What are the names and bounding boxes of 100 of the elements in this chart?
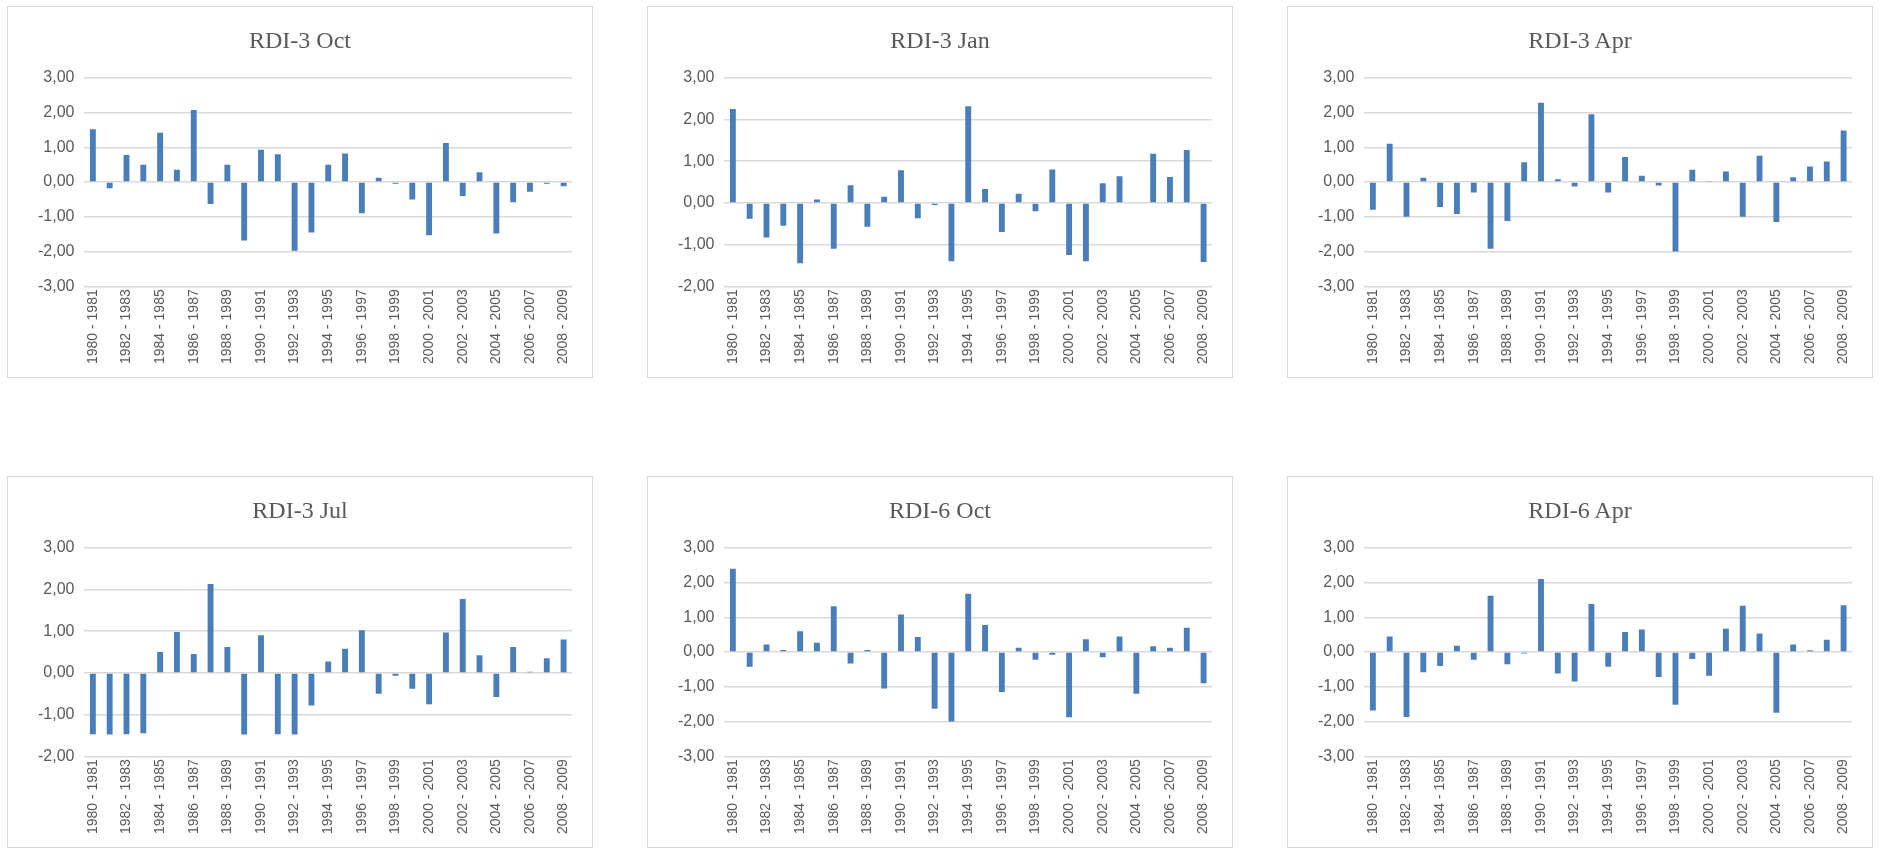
x-tick-label: 2002 - 2003 <box>1733 759 1750 834</box>
bar <box>1655 652 1662 678</box>
y-tick-label: -2,00 <box>1318 241 1355 259</box>
x-tick-label: 1994 - 1995 <box>319 759 336 834</box>
x-tick-label: 2002 - 2003 <box>1733 289 1750 364</box>
x-tick-label: 1994 - 1995 <box>959 289 976 364</box>
bar <box>881 652 888 689</box>
chart-title: RDI-6 Apr <box>1528 496 1632 523</box>
bar <box>830 606 837 652</box>
bar <box>1840 605 1847 652</box>
bar <box>89 673 96 735</box>
bar <box>493 673 500 698</box>
bar <box>797 631 804 652</box>
bar <box>560 182 567 187</box>
bar <box>1183 627 1190 652</box>
x-tick-label: 1994 - 1995 <box>319 289 336 364</box>
bar <box>1200 652 1207 684</box>
x-tick-label: 2008 - 2009 <box>1834 759 1851 834</box>
bar <box>1588 604 1595 652</box>
x-tick-label: 1986 - 1987 <box>824 759 841 834</box>
bar <box>1790 177 1797 182</box>
x-tick-label: 2000 - 2001 <box>1059 759 1076 834</box>
bar <box>1150 153 1157 203</box>
bar <box>1638 175 1645 182</box>
y-tick-label: 3,00 <box>1323 68 1355 86</box>
bar <box>426 182 433 236</box>
bar <box>157 132 164 182</box>
y-tick-label: 2,00 <box>43 579 75 597</box>
x-tick-label: 1990 - 1991 <box>251 759 268 834</box>
x-tick-label: 1986 - 1987 <box>1464 759 1481 834</box>
x-tick-label: 2000 - 2001 <box>1059 289 1076 364</box>
bar <box>325 661 332 673</box>
bar <box>864 203 871 227</box>
x-tick-label: 1996 - 1997 <box>352 759 369 834</box>
bar <box>1099 652 1106 658</box>
bar <box>1739 182 1746 217</box>
chart-title: RDI-3 Oct <box>249 26 352 53</box>
y-tick-label: -2,00 <box>678 276 715 294</box>
y-tick-label: 3,00 <box>683 538 715 556</box>
x-tick-label: 1996 - 1997 <box>992 289 1009 364</box>
bar <box>1773 652 1780 713</box>
y-tick-label: 0,00 <box>43 172 75 190</box>
x-tick-label: 1990 - 1991 <box>891 289 908 364</box>
bar <box>1049 169 1056 203</box>
bar <box>965 106 972 203</box>
x-tick-label: 1992 - 1993 <box>925 289 942 364</box>
x-tick-label: 1988 - 1989 <box>858 289 875 364</box>
y-tick-label: 2,00 <box>683 109 715 127</box>
bar <box>1622 157 1628 182</box>
bar <box>1015 193 1022 203</box>
bar <box>998 652 1005 692</box>
bar <box>948 652 955 722</box>
bar <box>1689 652 1696 659</box>
bar <box>914 203 921 219</box>
bar <box>1200 203 1207 263</box>
bar <box>1470 182 1477 193</box>
bar <box>459 182 466 196</box>
bar <box>914 637 921 652</box>
bar <box>1420 177 1427 182</box>
bar <box>308 182 315 233</box>
bar <box>442 632 449 673</box>
x-tick-label: 1992 - 1993 <box>1565 289 1582 364</box>
x-tick-label: 1988 - 1989 <box>858 759 875 834</box>
bar <box>274 154 281 182</box>
x-tick-label: 2006 - 2007 <box>1160 289 1177 364</box>
bar <box>1420 652 1427 673</box>
y-tick-label: 1,00 <box>683 151 715 169</box>
x-tick-label: 2008 - 2009 <box>1194 759 1211 834</box>
y-tick-label: 1,00 <box>683 607 715 625</box>
x-tick-label: 1990 - 1991 <box>1531 759 1548 834</box>
x-tick-label: 1998 - 1999 <box>1666 759 1683 834</box>
x-tick-label: 1980 - 1981 <box>723 289 740 364</box>
bar <box>173 632 180 673</box>
x-tick-label: 1992 - 1993 <box>285 759 302 834</box>
bar <box>543 658 550 673</box>
x-tick-label: 1998 - 1999 <box>386 289 403 364</box>
x-tick-label: 1984 - 1985 <box>150 759 167 834</box>
y-tick-label: 0,00 <box>683 642 715 660</box>
bar <box>1521 162 1528 182</box>
chart-title: RDI-3 Apr <box>1528 26 1632 53</box>
bar <box>560 639 567 673</box>
bar <box>342 153 348 182</box>
bar <box>1369 652 1376 711</box>
bar <box>1588 114 1595 182</box>
x-tick-label: 1980 - 1981 <box>723 759 740 834</box>
bar <box>1706 652 1713 676</box>
x-tick-label: 1982 - 1983 <box>757 759 774 834</box>
bar <box>1504 182 1511 221</box>
bar <box>140 673 147 734</box>
x-tick-label: 2008 - 2009 <box>1834 289 1851 364</box>
x-tick-label: 2002 - 2003 <box>453 759 470 834</box>
x-tick-label: 2000 - 2001 <box>419 289 436 364</box>
bar <box>426 673 433 705</box>
y-tick-label: -2,00 <box>678 711 715 729</box>
y-tick-label: -1,00 <box>678 234 715 252</box>
bar <box>1183 149 1190 203</box>
x-tick-label: 2000 - 2001 <box>1699 289 1716 364</box>
bar <box>190 654 197 673</box>
bar <box>442 143 449 182</box>
bar <box>308 673 315 706</box>
